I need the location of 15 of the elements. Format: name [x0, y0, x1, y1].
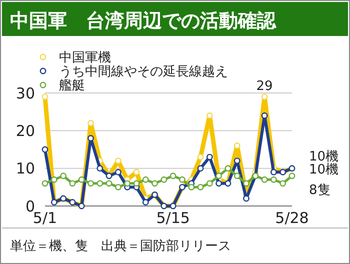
legend-label: 中国軍機: [59, 50, 111, 66]
y-tick-label: 0: [25, 197, 35, 216]
data-label: 8隻: [309, 182, 330, 198]
y-tick-label: 10: [16, 160, 35, 178]
y-tick-label: 30: [16, 84, 35, 102]
x-tick-label: 5/15: [156, 209, 190, 227]
chart-title: 中国軍 台湾周辺での活動確認: [10, 10, 277, 32]
x-tick-label: 5/1: [32, 209, 58, 227]
legend-label: うち中間線やその延長線越え: [59, 64, 228, 80]
data-label: 29: [256, 78, 273, 94]
x-tick-label: 5/28: [275, 209, 309, 227]
y-tick-label: 20: [16, 122, 35, 140]
text: 単位＝機、隻 出典＝国防部リリース: [10, 239, 231, 254]
data-label: 10機: [309, 162, 339, 178]
legend-label: 艦艇: [59, 78, 85, 94]
